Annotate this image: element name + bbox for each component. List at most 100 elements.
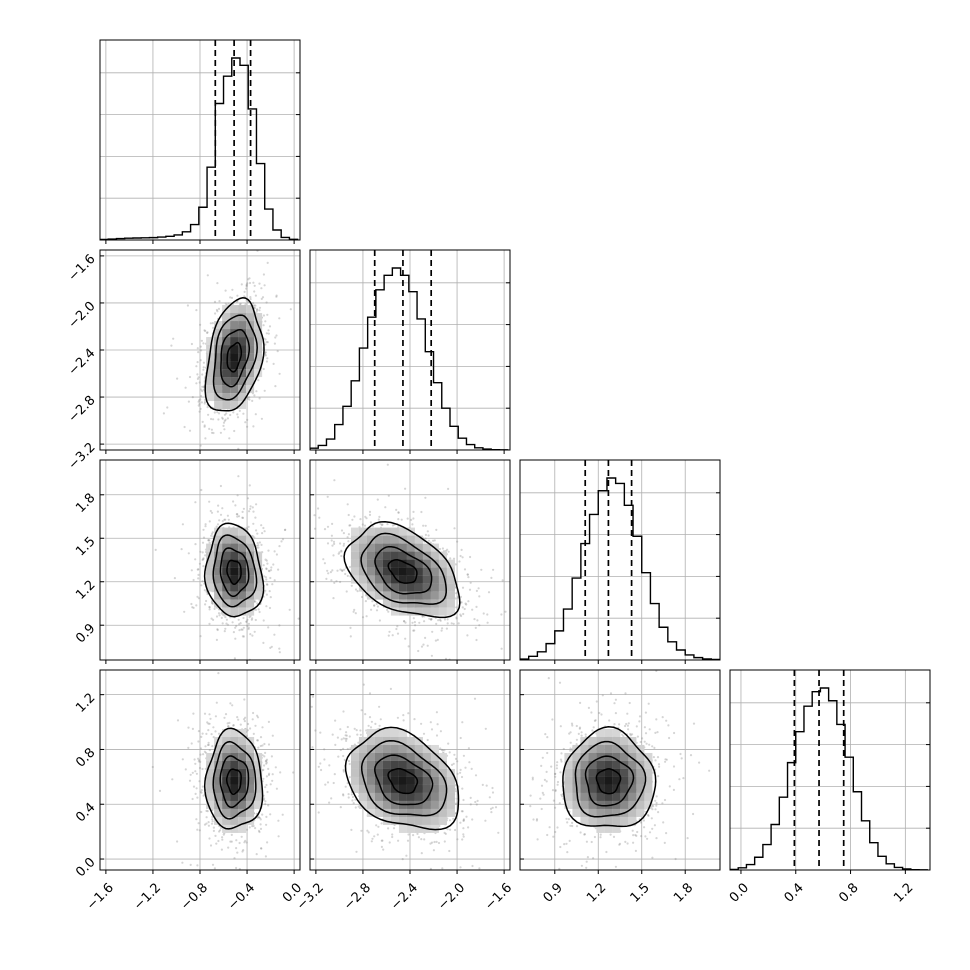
contour-level-4 [204,297,265,412]
scatter-point [197,351,200,354]
scatter-point [211,602,214,605]
scatter-point [238,629,241,632]
scatter-point [384,506,387,509]
scatter-point [446,622,449,625]
scatter-point [201,551,204,554]
density-cell [390,591,399,600]
scatter-point [249,298,252,301]
scatter-point [373,604,376,607]
scatter-point [246,618,249,621]
scatter-point [268,325,272,328]
scatter-point [245,284,248,287]
scatter-point [221,507,224,510]
scatter-point [467,576,470,579]
scatter-point [276,350,279,353]
density-cell [222,575,231,584]
density-cell [358,551,367,560]
scatter-point [242,718,246,721]
scatter-point [216,628,219,631]
scatter-point [255,544,258,547]
scatter-point [207,539,210,542]
scatter-panel-3-0: −1.6 −1.2 −0.8 −0.4 0.00.00.40.81.2 [73,669,305,913]
density-cell [230,599,239,608]
scatter-point [255,310,258,313]
density-cell [222,393,231,402]
scatter-point [210,417,213,421]
density-cell [206,361,215,370]
density-cell [214,401,223,410]
scatter-point [278,545,281,548]
density-cell [206,559,215,568]
scatter-point [242,616,245,620]
density-cell [222,385,231,394]
scatter-point [248,826,251,829]
scatter-point [212,829,215,833]
density-cell [222,321,231,330]
scatter-point [257,829,261,833]
scatter-point [196,828,199,831]
density-cell [366,551,375,560]
scatter-point [235,839,238,842]
density-cell [238,583,247,592]
scatter-point [226,417,229,420]
density-cell [214,345,223,354]
scatter-point [332,540,336,543]
scatter-point [466,634,469,637]
scatter-point [189,863,192,867]
scatter-point [216,282,219,285]
scatter-point [210,534,213,537]
scatter-point [264,351,267,354]
scatter-point [262,641,265,645]
scatter-point [265,559,268,562]
scatter-point [247,627,250,631]
scatter-point [211,482,213,484]
density-cell [230,369,239,378]
scatter-point [197,400,200,403]
scatter-point [455,606,458,609]
density-cell [238,305,247,314]
density-cell [206,575,215,584]
density-cell [230,575,239,584]
scatter-point [216,510,219,513]
scatter-point [191,797,194,801]
density-cell [374,535,383,544]
density-cell [390,559,399,568]
scatter-point [212,468,214,470]
density-cell [254,559,263,568]
scatter-point [252,425,255,428]
scatter-point [238,841,241,845]
density-cell [414,559,423,568]
scatter-point [195,365,198,368]
scatter-point [329,571,332,574]
scatter-point [215,615,219,618]
scatter-point [218,614,221,617]
scatter-point [434,639,437,642]
scatter-point [264,320,267,323]
density-cell [238,567,247,576]
density-cell [222,361,231,370]
density-cell [366,575,375,584]
scatter-point [322,558,325,561]
density-cell [230,527,239,536]
density-cell [206,567,215,576]
scatter-point [344,572,347,576]
scatter-point [391,524,394,527]
density-cell [230,361,239,370]
scatter-point [198,410,201,413]
scatter-point [339,542,342,545]
scatter-point [461,556,464,559]
scatter-point [454,597,457,600]
scatter-point [342,532,345,535]
scatter-point [197,404,200,407]
scatter-point [257,608,260,611]
scatter-point [397,511,400,514]
scatter-point [268,606,272,610]
scatter-point [237,618,240,621]
scatter-point [397,511,400,514]
y-tick-label: −1.6 [66,252,99,285]
scatter-point [228,894,230,896]
density-cell [350,559,359,568]
scatter-point [195,772,198,775]
density-cell [230,559,239,568]
density-cell [430,567,439,576]
